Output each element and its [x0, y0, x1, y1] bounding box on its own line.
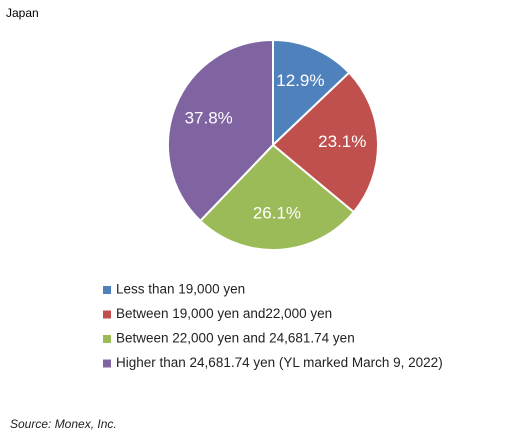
- pie-slice: [198, 143, 356, 251]
- legend-entry: Higher than 24,681.74 yen (YL marked Mar…: [116, 355, 443, 370]
- pie-slice: [271, 71, 379, 214]
- slice-label: 26.1%: [253, 204, 301, 223]
- slice-label: 23.1%: [318, 132, 366, 151]
- legend-swatch: [103, 335, 111, 343]
- legend-swatch: [103, 359, 111, 368]
- slice-label: 37.8%: [185, 109, 233, 128]
- legend-entry: Between 19,000 yen and22,000 yen: [116, 306, 332, 321]
- pie-slice: [167, 38, 274, 223]
- chart-title: Japan: [6, 6, 39, 20]
- pie-slice: [272, 38, 351, 148]
- legend-swatch: [103, 310, 111, 319]
- legend-entry: Between 22,000 yen and 24,681.74 yen: [116, 331, 355, 346]
- slice-label: 12.9%: [276, 71, 324, 90]
- legend-entry: Less than 19,000 yen: [116, 282, 245, 297]
- source-note: Source: Monex, Inc.: [10, 417, 117, 430]
- legend-swatch: [103, 286, 111, 294]
